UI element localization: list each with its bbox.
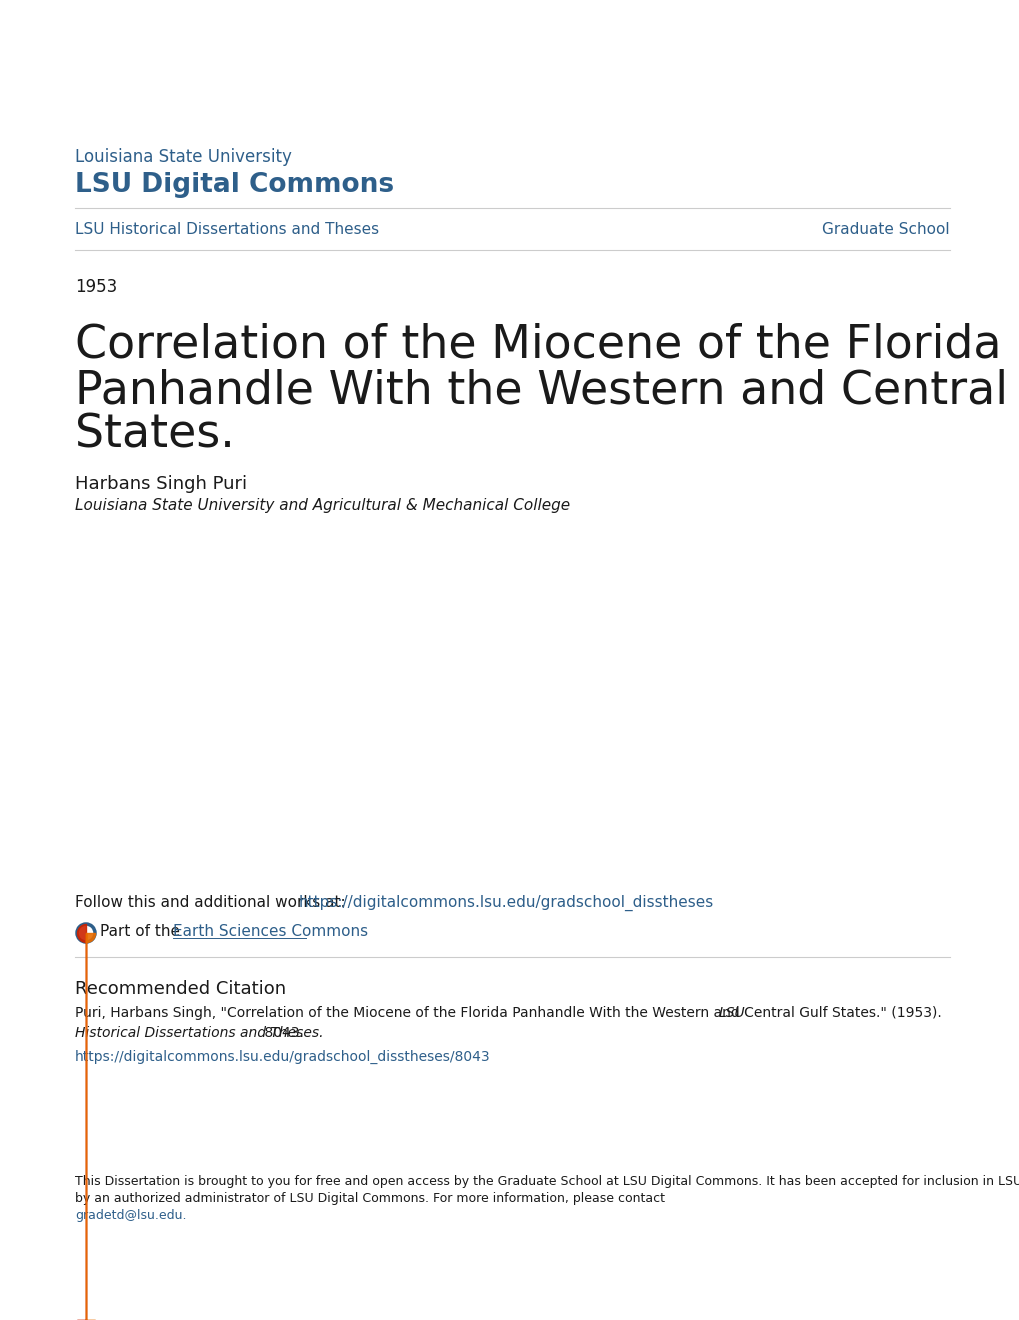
- Text: https://digitalcommons.lsu.edu/gradschool_disstheses/8043: https://digitalcommons.lsu.edu/gradschoo…: [75, 1049, 490, 1064]
- Text: 8043.: 8043.: [260, 1026, 304, 1040]
- Text: Follow this and additional works at:: Follow this and additional works at:: [75, 895, 351, 909]
- Text: 1953: 1953: [75, 279, 117, 296]
- Text: Graduate School: Graduate School: [821, 222, 949, 238]
- Text: Puri, Harbans Singh, "Correlation of the Miocene of the Florida Panhandle With t: Puri, Harbans Singh, "Correlation of the…: [75, 1006, 946, 1020]
- Text: Recommended Citation: Recommended Citation: [75, 979, 286, 998]
- Text: Louisiana State University and Agricultural & Mechanical College: Louisiana State University and Agricultu…: [75, 498, 570, 513]
- Text: Panhandle With the Western and Central Gulf: Panhandle With the Western and Central G…: [75, 368, 1019, 413]
- Text: LSU: LSU: [718, 1006, 745, 1020]
- Text: This Dissertation is brought to you for free and open access by the Graduate Sch: This Dissertation is brought to you for …: [75, 1175, 1019, 1188]
- Text: States.: States.: [75, 413, 234, 458]
- Text: Louisiana State University: Louisiana State University: [75, 148, 291, 166]
- Text: Earth Sciences Commons: Earth Sciences Commons: [172, 924, 368, 939]
- Text: LSU Historical Dissertations and Theses: LSU Historical Dissertations and Theses: [75, 222, 379, 238]
- Text: gradetd@lsu.edu.: gradetd@lsu.edu.: [75, 1209, 186, 1222]
- Text: Harbans Singh Puri: Harbans Singh Puri: [75, 475, 247, 492]
- Text: LSU Digital Commons: LSU Digital Commons: [75, 172, 393, 198]
- Text: https://digitalcommons.lsu.edu/gradschool_disstheses: https://digitalcommons.lsu.edu/gradschoo…: [299, 895, 713, 911]
- Text: by an authorized administrator of LSU Digital Commons. For more information, ple: by an authorized administrator of LSU Di…: [75, 1192, 664, 1205]
- Text: Part of the: Part of the: [100, 924, 184, 939]
- Text: Historical Dissertations and Theses.: Historical Dissertations and Theses.: [75, 1026, 323, 1040]
- Text: Correlation of the Miocene of the Florida: Correlation of the Miocene of the Florid…: [75, 323, 1001, 368]
